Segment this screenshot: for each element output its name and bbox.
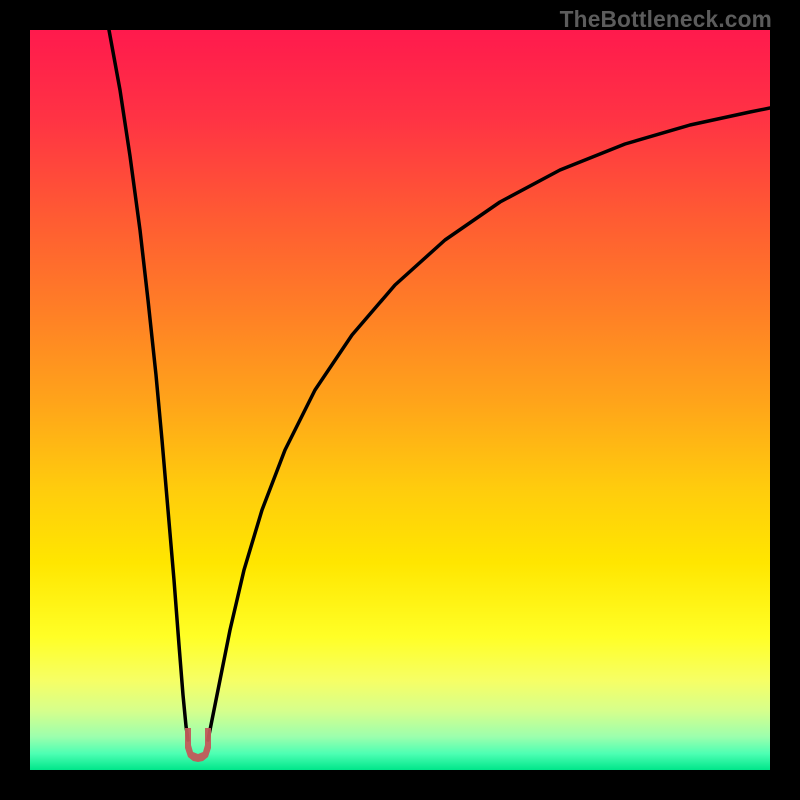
watermark-text: TheBottleneck.com <box>560 6 772 33</box>
plot-area <box>30 30 770 770</box>
chart-frame: TheBottleneck.com <box>0 0 800 800</box>
gradient-background <box>30 30 770 770</box>
plot-svg <box>30 30 770 770</box>
